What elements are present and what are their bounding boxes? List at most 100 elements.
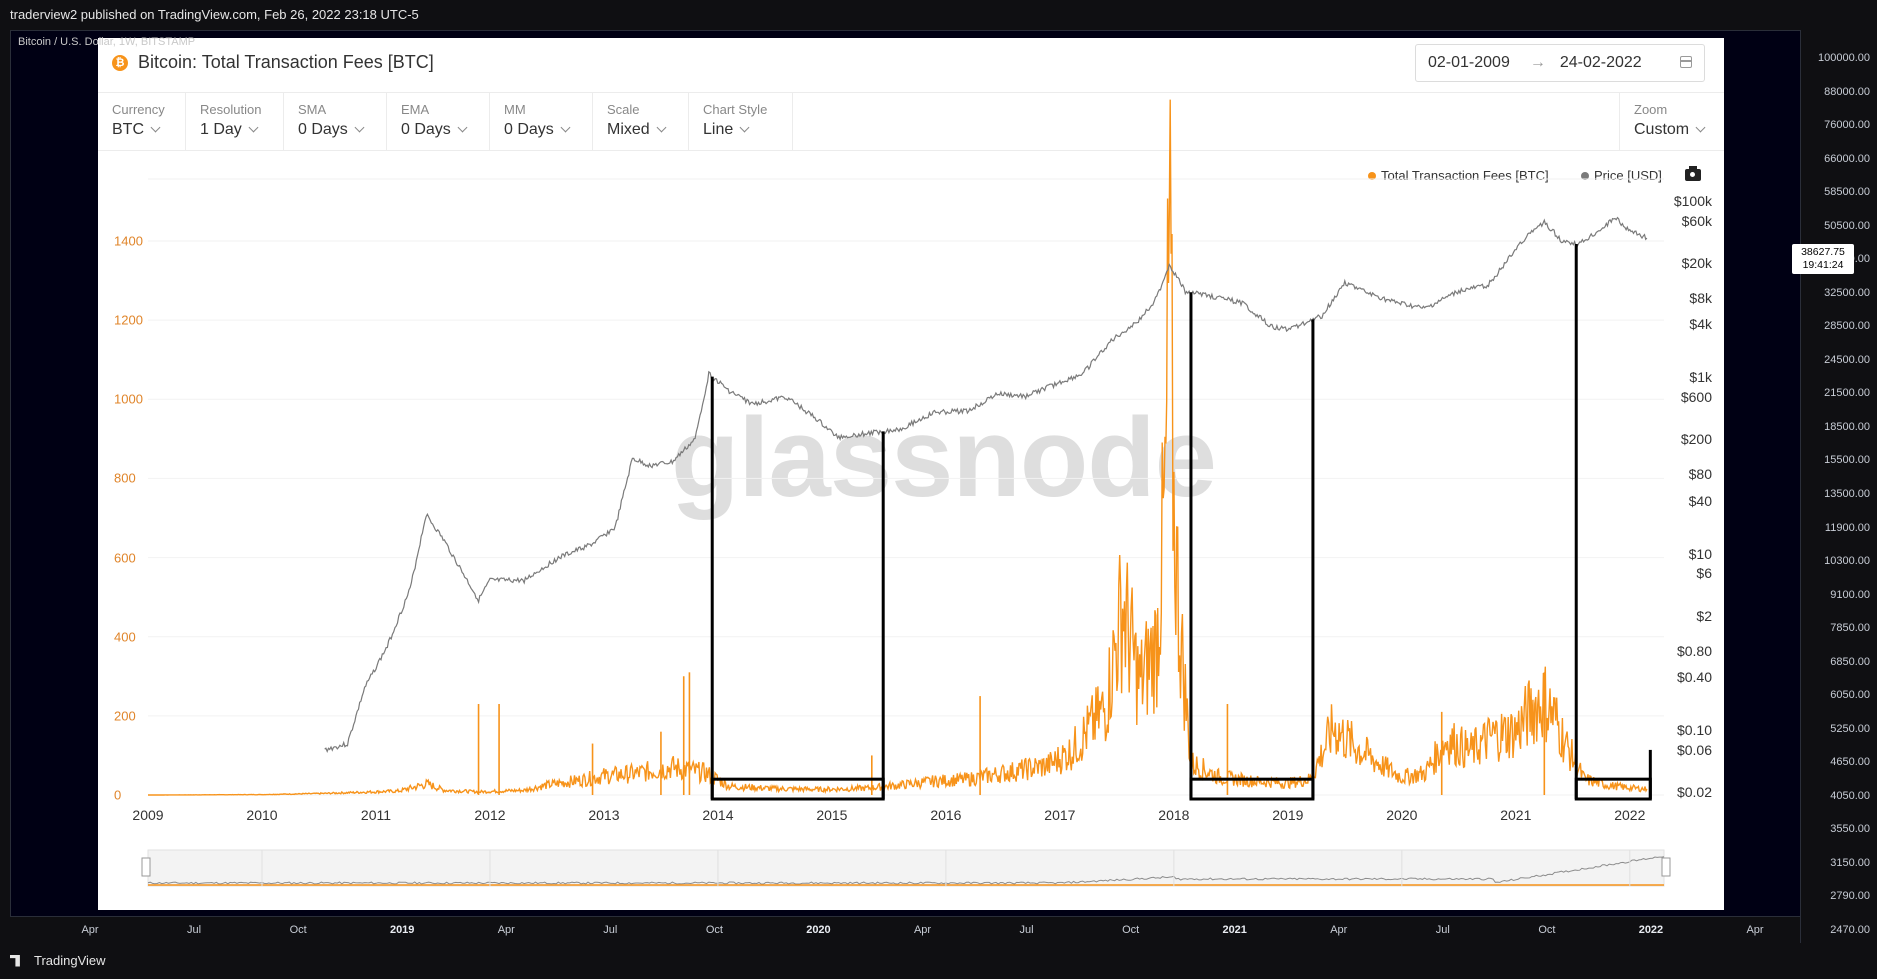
- y-right-tick-label: $1k: [1689, 369, 1712, 386]
- publish-header: traderview2 published on TradingView.com…: [0, 0, 1877, 30]
- x-tick-label: 2010: [246, 807, 278, 823]
- control-value: Mixed: [607, 121, 688, 139]
- control-resolution[interactable]: Resolution 1 Day: [186, 92, 284, 150]
- y-left-tick-label: 200: [114, 708, 136, 724]
- y-right-tick-label: $600: [1680, 389, 1712, 406]
- currency-value: BTC: [112, 121, 144, 138]
- control-value: 0 Days: [504, 121, 592, 139]
- price-series-line: [324, 216, 1648, 753]
- y-right-tick-label: $0.80: [1676, 642, 1712, 659]
- date-to[interactable]: 24-02-2022: [1559, 54, 1642, 71]
- y-right-tick-label: $100k: [1673, 193, 1712, 209]
- y-left-tick-label: 600: [114, 550, 136, 566]
- time-axis-tick-label: 2021: [1222, 924, 1247, 936]
- y-right-tick-label: $2: [1696, 607, 1712, 624]
- ema-value: 0 Days: [401, 121, 451, 138]
- control-scale[interactable]: Scale Mixed: [593, 92, 689, 150]
- time-axis-tick-label: 2019: [389, 924, 415, 936]
- y-right-tick-label: $20k: [1681, 254, 1712, 271]
- last-price: 38627.75: [1801, 246, 1845, 258]
- control-value: 1 Day: [200, 121, 283, 139]
- y-left-tick-label: 400: [114, 629, 136, 645]
- time-axis-tick-label: Jul: [1435, 924, 1450, 936]
- countdown-time: 19:41:24: [1802, 259, 1844, 271]
- time-axis-tick-label: Apr: [913, 924, 932, 936]
- control-currency[interactable]: Currency BTC: [98, 92, 186, 150]
- control-label: MM: [504, 102, 526, 117]
- symbol-label: Bitcoin / U.S. Dollar, 1W, BITSTAMP: [18, 36, 196, 48]
- chart-plot[interactable]: [98, 38, 1724, 910]
- control-ema[interactable]: EMA 0 Days: [387, 92, 490, 150]
- price-axis-tick-label: 6850.00: [1830, 655, 1870, 668]
- resolution-value: 1 Day: [200, 121, 242, 138]
- control-value: 0 Days: [401, 121, 489, 139]
- y-right-tick-label: $10: [1688, 545, 1712, 562]
- y-right-tick-label: $60k: [1681, 212, 1712, 229]
- navigator-handle-right: [1661, 857, 1671, 877]
- price-axis-tick-label: 5250.00: [1830, 722, 1870, 735]
- control-sma[interactable]: SMA 0 Days: [284, 92, 387, 150]
- calendar-icon[interactable]: [1680, 56, 1692, 68]
- control-label: Currency: [112, 102, 165, 117]
- time-axis[interactable]: Apr Jul Oct 2019 Apr Jul Oct 2020 Apr Jul Oct 2021 A…: [10, 916, 1800, 944]
- x-tick-label: 2011: [360, 807, 392, 823]
- tradingview-logo-icon: [10, 954, 20, 967]
- x-tick-label: 2018: [1158, 807, 1190, 823]
- time-axis-tick-label: Apr: [1330, 924, 1348, 936]
- y-right-tick-label: $40: [1688, 492, 1712, 509]
- chart-style-value: Line: [703, 121, 734, 138]
- price-axis-tick-label: 58500.00: [1824, 186, 1870, 199]
- price-axis-tick-label: 2790.00: [1830, 890, 1870, 903]
- y-right-tick-label: $0.02: [1676, 784, 1712, 800]
- price-axis-tick-label: 100000.00: [1818, 52, 1870, 64]
- camera-icon[interactable]: [1685, 166, 1701, 181]
- control-value: Line: [703, 121, 792, 139]
- x-tick-label: 2022: [1614, 807, 1646, 823]
- navigator-track: [147, 849, 1665, 887]
- arrow-right-icon: →: [1529, 54, 1546, 71]
- control-mm[interactable]: MM 0 Days: [490, 92, 593, 150]
- navigator-handle-left: [141, 857, 151, 877]
- control-label: SMA: [298, 102, 327, 117]
- time-axis-tick-label: Jul: [187, 924, 202, 936]
- price-axis[interactable]: 100000.00 88000.00 76000.00 66000.00 58500.0…: [1800, 30, 1877, 943]
- y-left-tick-label: 1200: [114, 312, 143, 328]
- price-axis-tick-label: 28500.00: [1824, 320, 1870, 333]
- price-axis-tick-label: 11900.00: [1824, 521, 1870, 534]
- control-value: 0 Days: [298, 121, 386, 139]
- date-range-picker[interactable]: 02-01-2009 → 24-02-2022: [1415, 44, 1705, 82]
- control-label: Scale: [607, 102, 640, 117]
- price-axis-tick-label: 66000.00: [1824, 152, 1870, 165]
- time-axis-tick-label: Oct: [1122, 924, 1140, 936]
- control-label: EMA: [401, 102, 430, 117]
- time-axis-tick-label: 2022: [1638, 924, 1664, 936]
- y-left-tick-label: 0: [114, 787, 122, 803]
- footer: TradingView: [0, 943, 1877, 979]
- navigator-mini-line: [147, 856, 1665, 885]
- date-from[interactable]: 02-01-2009: [1428, 54, 1510, 71]
- chart-title: Bitcoin: Total Transaction Fees [BTC]: [138, 52, 434, 72]
- price-axis-tick-label: 6050.00: [1830, 689, 1870, 702]
- y-left-tick-label: 1000: [114, 391, 143, 407]
- scale-value: Mixed: [607, 121, 650, 138]
- time-axis-tick-label: Oct: [705, 924, 723, 936]
- y-right-tick-label: $6: [1696, 565, 1712, 582]
- control-label: Resolution: [200, 102, 262, 117]
- fees-series-line: [148, 99, 1648, 796]
- y-right-tick-label: $4k: [1689, 316, 1712, 333]
- price-axis-tick-label: 18500.00: [1824, 420, 1870, 433]
- tradingview-logo[interactable]: TradingView: [10, 953, 106, 968]
- control-value: BTC: [112, 121, 185, 139]
- x-tick-label: 2016: [930, 807, 962, 823]
- y-right-tick-label: $0.10: [1676, 722, 1712, 739]
- control-zoom[interactable]: Zoom Custom: [1619, 92, 1724, 150]
- legend-dot: [1368, 171, 1376, 180]
- control-chart-style[interactable]: Chart Style Line: [689, 92, 793, 150]
- x-tick-label: 2013: [588, 807, 620, 823]
- time-axis-tick-label: Jul: [603, 924, 618, 936]
- time-axis-tick-label: 2020: [806, 924, 831, 936]
- y-right-tick-label: $80: [1688, 466, 1712, 483]
- x-tick-label: 2009: [132, 807, 164, 823]
- x-tick-label: 2012: [474, 807, 506, 823]
- price-axis-tick-label: 88000.00: [1824, 85, 1870, 98]
